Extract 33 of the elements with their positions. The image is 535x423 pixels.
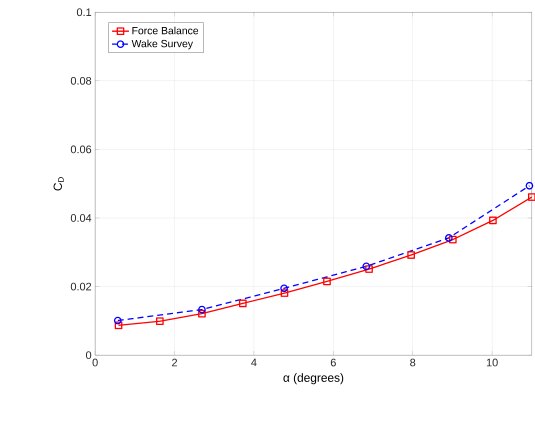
point: [198, 310, 206, 318]
point: [365, 265, 373, 273]
point: [445, 234, 453, 242]
x-tick-label: 6: [330, 358, 336, 366]
x-tick-label: 0: [92, 358, 98, 366]
y-tick-label: 0.02: [70, 282, 92, 290]
y-tick-label: 0.1: [76, 8, 92, 16]
point: [198, 306, 206, 314]
point: [114, 321, 122, 329]
point: [156, 317, 164, 325]
point: [362, 262, 370, 270]
point: [489, 216, 497, 224]
point: [280, 289, 288, 297]
point: [114, 316, 122, 324]
y-tick-label: 0.08: [70, 76, 92, 84]
y-tick-label: 0.06: [70, 145, 92, 154]
y-axis-title: C$_{D}$: [54, 176, 64, 190]
x-tick-label: 4: [251, 358, 257, 366]
x-tick-label: 10: [486, 358, 498, 366]
legend-label: Force Balance: [132, 26, 198, 34]
x-axis-title: α (degrees): [283, 372, 344, 384]
point: [323, 277, 331, 286]
x-tick-label: 8: [410, 358, 416, 366]
y-tick-label: 0.04: [70, 214, 92, 222]
point: [528, 193, 535, 201]
point: [280, 284, 288, 292]
point: [526, 182, 534, 190]
x-tick-label: 2: [172, 358, 178, 366]
point: [407, 250, 415, 259]
y-tick-label: 0: [86, 351, 92, 359]
point: [448, 236, 457, 244]
legend-label: Wake Survey: [132, 39, 193, 50]
point: [238, 299, 247, 307]
